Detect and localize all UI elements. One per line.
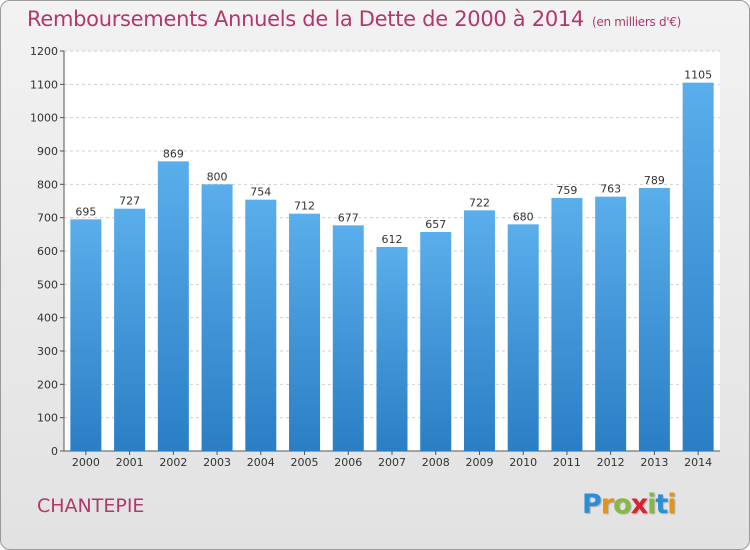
x-tick-label: 2011 (553, 456, 581, 469)
bar-2014[interactable] (682, 82, 714, 452)
bar-2007[interactable] (376, 247, 408, 451)
x-tick-label: 2002 (159, 456, 187, 469)
bar-value-label: 680 (513, 210, 534, 223)
y-tick-label: 0 (51, 445, 58, 458)
logo-letter: i (647, 489, 656, 520)
y-tick-label: 900 (37, 145, 58, 158)
logo-letter: i (667, 489, 676, 520)
y-tick-label: 200 (37, 378, 58, 391)
bar-2000[interactable] (70, 219, 102, 451)
x-tick-label: 2004 (247, 456, 275, 469)
bar-value-label: 695 (75, 205, 96, 218)
y-tick-label: 500 (37, 278, 58, 291)
x-tick-label: 2005 (291, 456, 319, 469)
bar-value-label: 612 (382, 233, 403, 246)
y-tick-label: 700 (37, 212, 58, 225)
bar-2011[interactable] (551, 198, 583, 451)
x-tick-label: 2013 (640, 456, 668, 469)
bar-value-label: 763 (600, 183, 621, 196)
bar-2010[interactable] (507, 224, 539, 451)
unit-note: (en milliers d'€) (592, 15, 682, 29)
x-tick-label: 2009 (465, 456, 493, 469)
y-tick-label: 300 (37, 345, 58, 358)
bar-value-label: 722 (469, 196, 490, 209)
x-tick-label: 2010 (509, 456, 537, 469)
logo-letter: x (630, 489, 648, 520)
x-tick-label: 2003 (203, 456, 231, 469)
bar-2005[interactable] (289, 213, 321, 451)
bar-2006[interactable] (332, 225, 364, 451)
bar-value-label: 1105 (684, 69, 712, 82)
x-tick-label: 2012 (597, 456, 625, 469)
x-tick-label: 2014 (684, 456, 712, 469)
bar-value-label: 759 (556, 184, 577, 197)
chart-title: Remboursements Annuels de la Dette de 20… (27, 7, 682, 31)
x-tick-label: 2001 (116, 456, 144, 469)
y-tick-label: 600 (37, 245, 58, 258)
logo-letter: o (613, 489, 632, 520)
y-tick-label: 100 (37, 412, 58, 425)
bar-value-label: 800 (207, 170, 228, 183)
bar-2009[interactable] (463, 210, 495, 451)
x-tick-label: 2006 (334, 456, 362, 469)
bar-2004[interactable] (245, 199, 277, 451)
proxiti-logo[interactable]: Proxiti (582, 489, 677, 520)
x-tick-label: 2000 (72, 456, 100, 469)
town-name: CHANTEPIE (37, 495, 145, 517)
y-tick-label: 1100 (30, 78, 58, 91)
x-tick-label: 2007 (378, 456, 406, 469)
bar-value-label: 789 (644, 174, 665, 187)
bar-value-label: 677 (338, 211, 359, 224)
y-tick-label: 1000 (30, 112, 58, 125)
bar-2002[interactable] (157, 161, 189, 452)
bar-value-label: 712 (294, 200, 315, 213)
bar-2008[interactable] (420, 232, 452, 451)
logo-letter: r (600, 489, 614, 520)
bar-2003[interactable] (201, 184, 233, 452)
bar-2001[interactable] (114, 208, 146, 451)
bar-value-label: 727 (119, 195, 140, 208)
y-tick-label: 400 (37, 312, 58, 325)
bar-value-label: 754 (250, 186, 271, 199)
logo-letter: t (655, 489, 668, 520)
y-tick-label: 1200 (30, 45, 58, 58)
bar-2013[interactable] (638, 188, 670, 451)
y-tick-label: 800 (37, 178, 58, 191)
bar-2012[interactable] (595, 196, 627, 451)
bar-value-label: 869 (163, 147, 184, 160)
bar-value-label: 657 (425, 218, 446, 231)
logo-letter: P (582, 489, 602, 520)
x-tick-label: 2008 (422, 456, 450, 469)
